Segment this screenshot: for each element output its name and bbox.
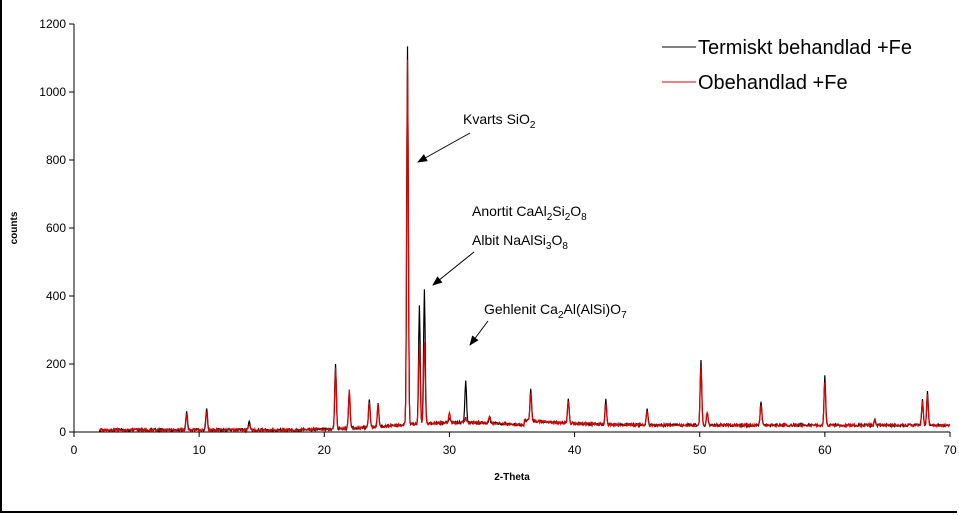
y-axis-title: counts — [9, 211, 20, 244]
annotation-kvarts-arrow — [417, 132, 471, 163]
annotations: Kvarts SiO2 Anortit CaAl2Si2O8 Albit NaA… — [417, 111, 627, 346]
series-line-1 — [98, 59, 951, 434]
x-tick-label: 20 — [318, 443, 332, 457]
x-tick-label: 40 — [568, 443, 582, 457]
y-tick-label: 600 — [46, 221, 66, 235]
x-tick-label: 50 — [693, 443, 707, 457]
y-tick-label: 200 — [46, 357, 66, 371]
annotation-anortit: Anortit CaAl2Si2O8 — [472, 203, 587, 223]
y-tick-label: 1200 — [39, 17, 66, 31]
legend-label-obehandlad: Obehandlad +Fe — [698, 72, 848, 94]
x-tick-label: 0 — [71, 443, 78, 457]
legend-label-termiskt: Termiskt behandlad +Fe — [698, 37, 912, 59]
annotation-gehlenit: Gehlenit Ca2Al(AlSi)O7 — [484, 301, 627, 321]
y-tick-label: 0 — [59, 425, 66, 439]
annotation-albit-arrow — [432, 251, 475, 286]
x-tick-label: 70 — [943, 443, 957, 457]
annotation-albit: Albit NaAlSi3O8 — [472, 232, 568, 252]
x-tick-label: 30 — [443, 443, 457, 457]
x-axis-title: 2-Theta — [494, 472, 530, 483]
y-tick-label: 1000 — [39, 85, 66, 99]
y-tick-label: 800 — [46, 153, 66, 167]
annotation-gehlenit-arrow — [469, 320, 489, 346]
x-tick-label: 10 — [192, 443, 206, 457]
legend: Termiskt behandlad +Fe Obehandlad +Fe — [662, 37, 912, 94]
annotation-kvarts: Kvarts SiO2 — [463, 111, 536, 131]
x-tick-label: 60 — [818, 443, 832, 457]
y-tick-label: 400 — [46, 289, 66, 303]
